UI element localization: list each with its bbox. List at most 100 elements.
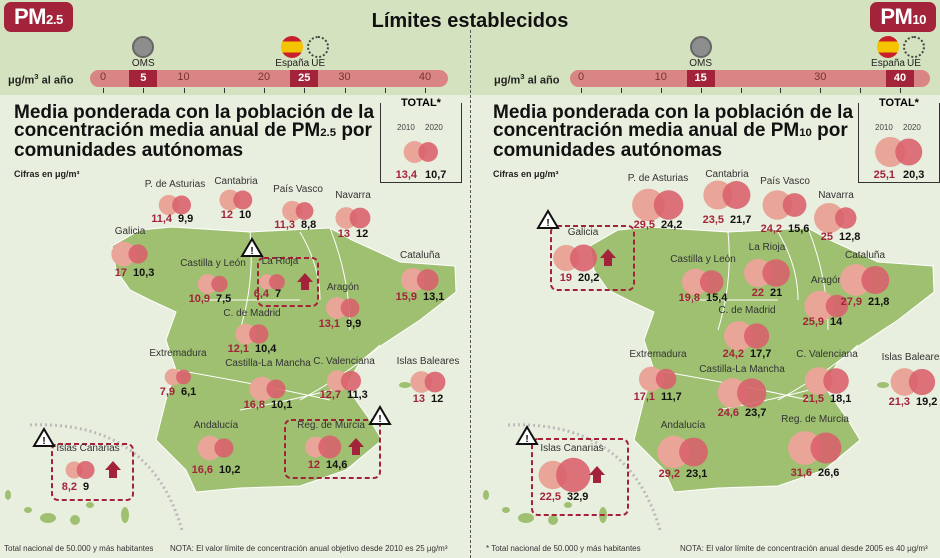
value-2020: 9 xyxy=(83,481,89,493)
value-2020: 9,9 xyxy=(346,318,361,330)
value-2010: 13 xyxy=(338,228,350,240)
value-2020: 21,8 xyxy=(868,296,889,308)
pm25-badge: PM2.5 xyxy=(4,2,73,32)
bubble-2010 xyxy=(197,435,222,461)
increase-arrow-icon xyxy=(600,249,616,266)
value-2010: 10,9 xyxy=(189,293,210,305)
alert-box xyxy=(550,225,635,291)
footnote-total: Total nacional de 50.000 y más habitante… xyxy=(4,544,154,553)
region-name: La Rioja xyxy=(262,256,299,267)
total-box: TOTAL* 2010 2020 xyxy=(380,97,462,183)
value-2020: 10,3 xyxy=(133,267,154,279)
bubble-2020 xyxy=(895,138,923,166)
region-c-valenciana: C. Valenciana 21,5 18,1 xyxy=(796,349,858,405)
region-border xyxy=(717,231,730,331)
value-2020: 10,4 xyxy=(255,343,277,355)
bubble-2020 xyxy=(743,323,770,349)
value-2010: 16,6 xyxy=(192,464,213,476)
bubble-2020 xyxy=(655,368,677,390)
region-name: Cantabria xyxy=(705,169,749,180)
limit-label: OMS xyxy=(131,58,155,69)
limit-label: OMS xyxy=(689,58,713,69)
region-islas-baleares: Islas Baleares 13 12 xyxy=(397,356,460,405)
value-2020: 11,7 xyxy=(661,391,682,403)
value-2010: 12 xyxy=(221,209,233,221)
scale-tick-label: 30 xyxy=(814,71,827,83)
eu-stars-icon xyxy=(307,36,330,58)
region-name: País Vasco xyxy=(273,184,323,195)
canary-island xyxy=(5,490,11,500)
badge-text: PM xyxy=(14,4,47,29)
increase-arrow-icon xyxy=(105,461,121,478)
region-name: Galicia xyxy=(115,226,146,237)
units-note: Cifras en μg/m³ xyxy=(493,169,559,179)
warning-icon xyxy=(32,427,56,447)
bubble-2020 xyxy=(556,457,591,493)
value-2010: 12,7 xyxy=(320,389,341,401)
region-name: Islas Baleares xyxy=(882,352,940,363)
total-value-2020: 10,7 xyxy=(425,169,446,181)
region-name: Islas Baleares xyxy=(397,356,460,367)
value-2010: 17,1 xyxy=(634,391,655,403)
region-país-vasco: País Vasco 11,3 8,8 xyxy=(273,184,323,231)
canary-island xyxy=(548,515,558,525)
region-name: Navarra xyxy=(335,190,371,201)
value-2020: 21 xyxy=(770,287,782,299)
region-name: P. de Asturias xyxy=(145,179,205,190)
bubble-2010 xyxy=(724,321,754,351)
scale-tick xyxy=(384,88,386,93)
region-border xyxy=(299,231,321,301)
region-name: País Vasco xyxy=(760,176,810,187)
bubble-2020 xyxy=(762,259,790,287)
region-cataluña: Cataluña 27,9 21,8 xyxy=(840,250,889,308)
scale-tick xyxy=(304,88,306,93)
spain-map xyxy=(5,226,457,531)
value-2020: 10,1 xyxy=(271,399,292,411)
region-la-rioja: La Rioja 22 21 xyxy=(743,242,790,299)
value-2010: 29,2 xyxy=(659,468,680,480)
canary-island xyxy=(86,502,94,508)
title-text: Media ponderada con la población de la c… xyxy=(493,102,854,141)
scale-tick xyxy=(143,88,145,93)
value-2010: 12 xyxy=(308,459,320,471)
increase-arrow-icon xyxy=(348,438,364,455)
value-2010: 6,4 xyxy=(254,288,270,300)
balearic-island xyxy=(877,382,889,388)
scale-tick xyxy=(860,88,862,93)
balearic-island xyxy=(399,382,411,388)
region-castilla-y-león: Castilla y León 10,9 7,5 xyxy=(180,258,246,305)
value-2010: 15,9 xyxy=(396,291,417,303)
region-name: C. de Madrid xyxy=(223,308,280,319)
year-2020-label: 2020 xyxy=(903,123,921,132)
scale-tick xyxy=(344,88,346,93)
value-2010: 21,3 xyxy=(889,396,910,408)
scale-tick xyxy=(581,88,582,93)
region-name: P. de Asturias xyxy=(628,173,688,184)
scale-tick xyxy=(900,88,901,93)
year-2020-label: 2020 xyxy=(425,123,443,132)
value-2020: 14,6 xyxy=(326,459,347,471)
value-2020: 24,2 xyxy=(661,219,682,231)
value-2020: 10 xyxy=(239,209,251,221)
region-name: Reg. de Murcia xyxy=(297,420,365,431)
bubble-2020 xyxy=(340,370,362,392)
region-name: Castilla y León xyxy=(180,258,246,269)
panel-divider xyxy=(470,30,471,558)
value-2010: 16,8 xyxy=(244,399,265,411)
bubble-2020 xyxy=(782,193,807,217)
bubble-2020 xyxy=(340,298,360,318)
region-cantabria: Cantabria 23,5 21,7 xyxy=(703,169,752,226)
limit-value-marker: 25 xyxy=(290,70,319,87)
region-castilla-la-mancha: Castilla-La Mancha 16,8 10,1 xyxy=(225,358,311,411)
scale-unit-label: μg/m3 al año xyxy=(494,72,560,87)
canary-island xyxy=(24,507,32,513)
footnote-total: * Total nacional de 50.000 y más habitan… xyxy=(486,544,641,553)
value-2020: 26,6 xyxy=(818,467,839,479)
region-border xyxy=(329,227,351,331)
region-name: Cantabria xyxy=(214,176,258,187)
region-galicia: ! Galicia 19 20,2 xyxy=(536,209,635,291)
region-border xyxy=(807,227,829,331)
value-2010: 23,5 xyxy=(703,214,724,226)
alert-box xyxy=(257,257,319,307)
scale-unit-label: μg/m3 al año xyxy=(8,72,74,87)
